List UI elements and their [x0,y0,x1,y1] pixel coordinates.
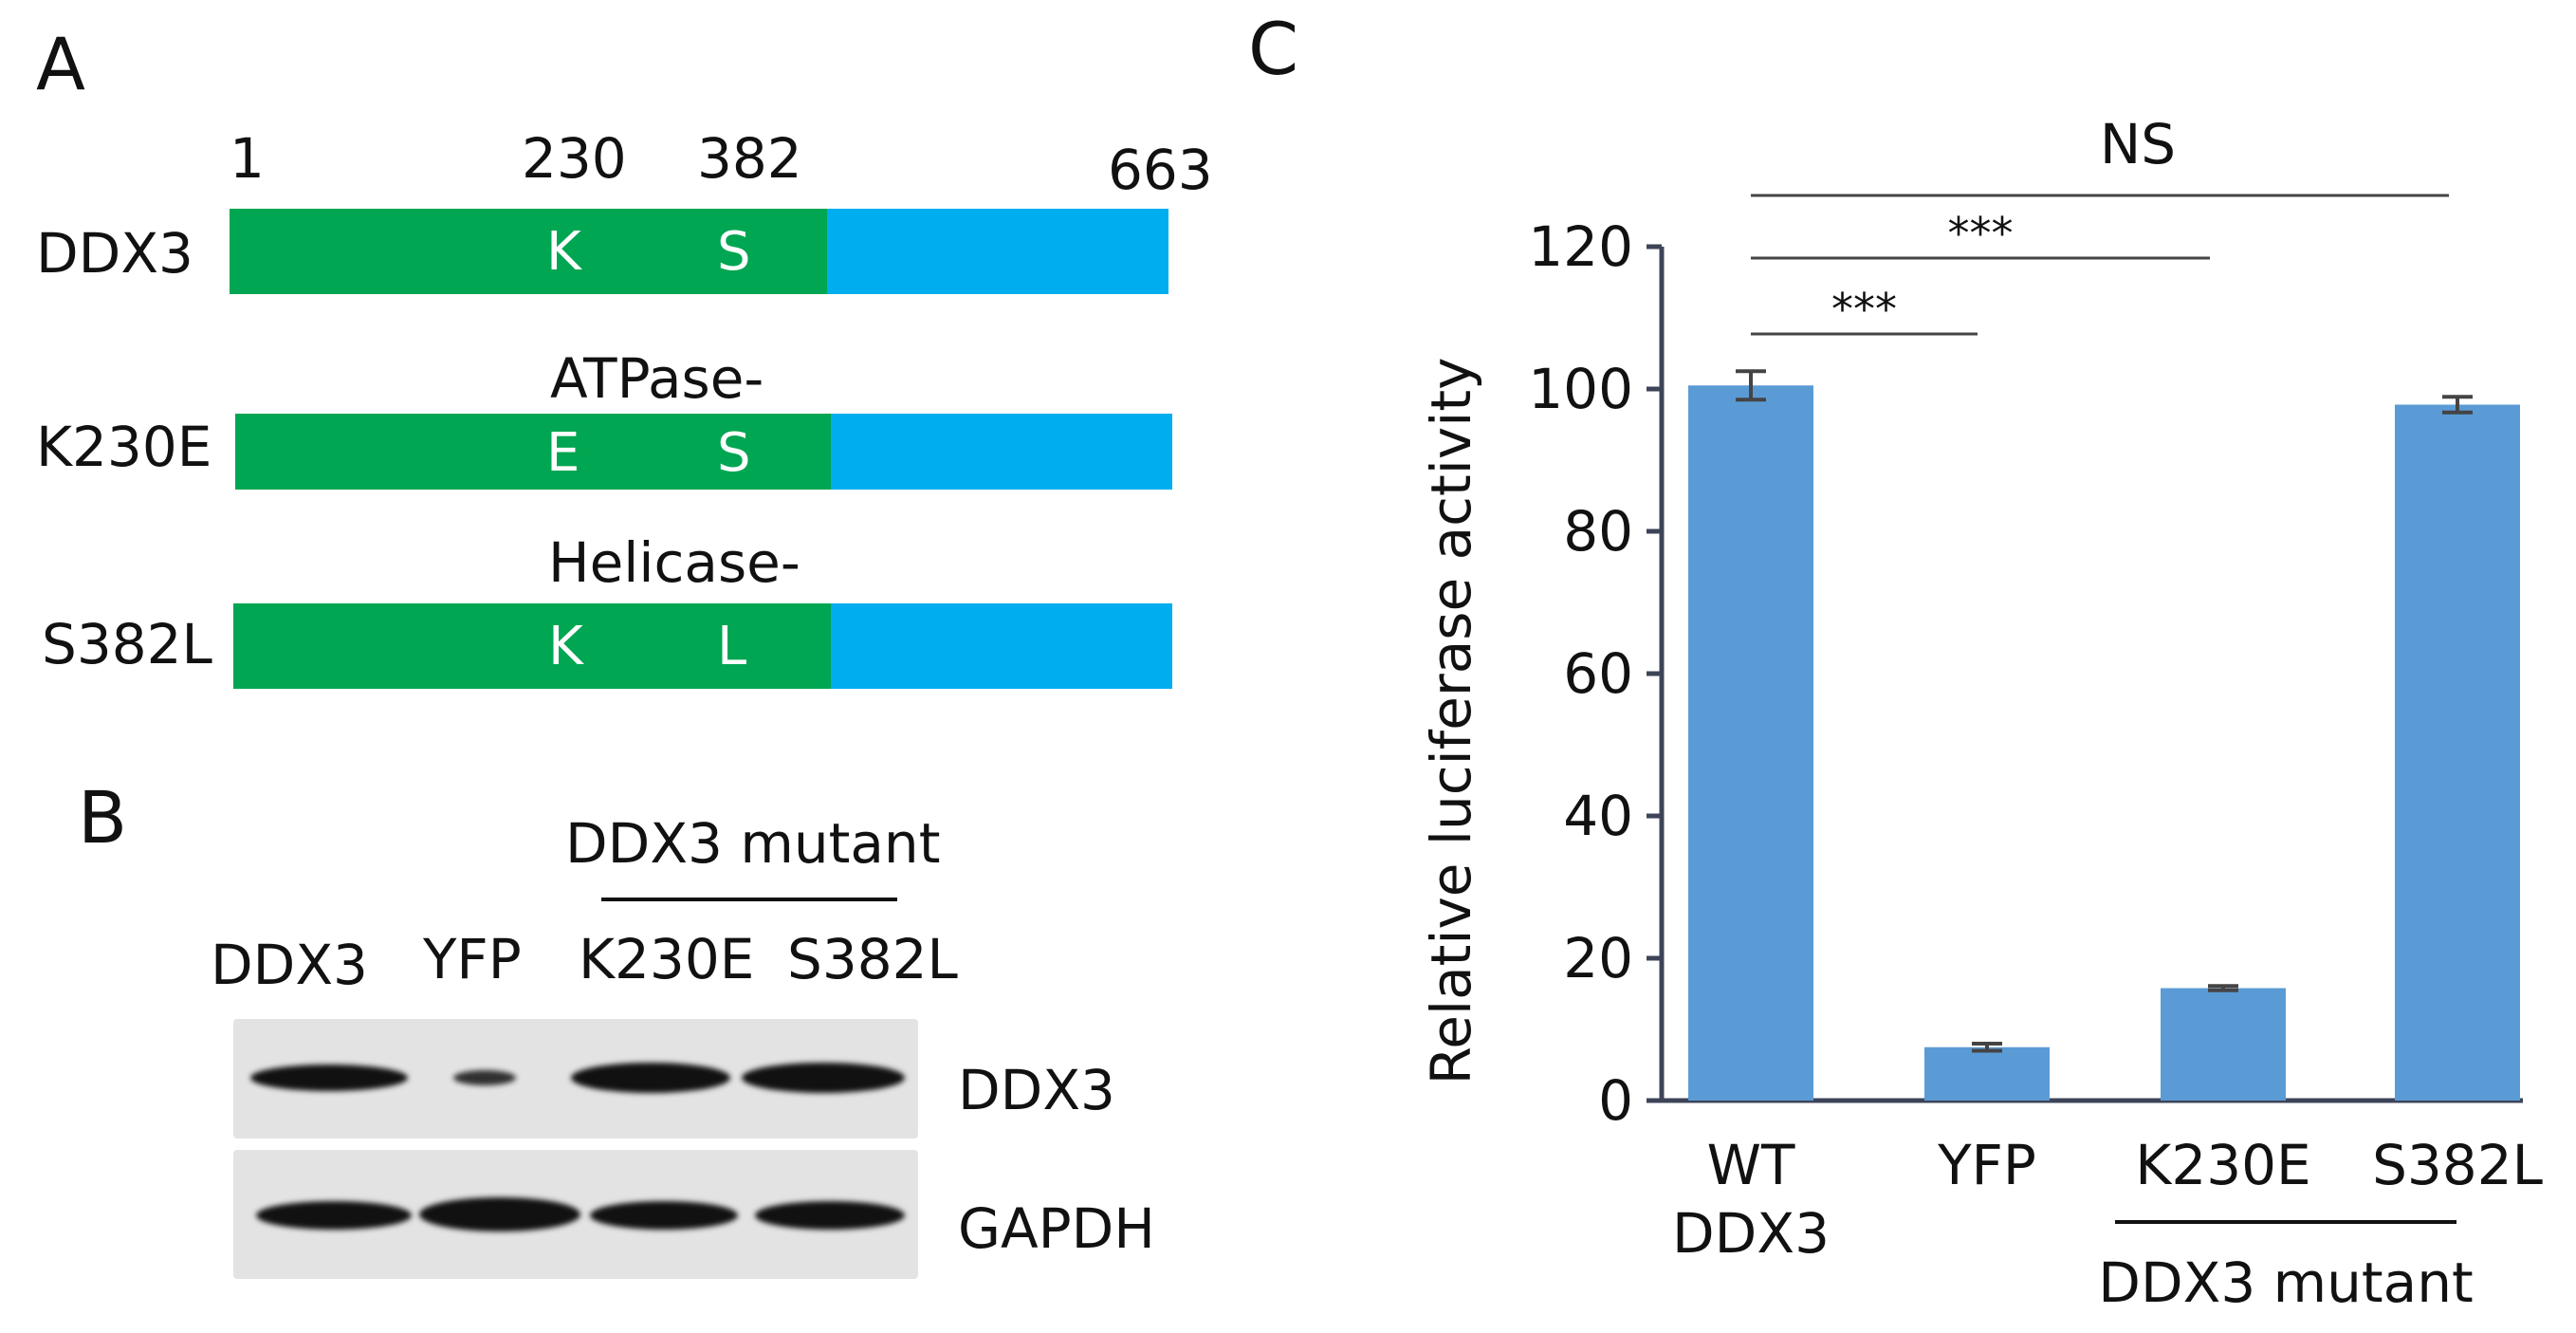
blot-label-ddx3: DDX3 [958,1058,1115,1122]
y-tick-label: 20 [1563,926,1633,990]
construct-k230e-residue-230: E [546,422,580,484]
y-tick-label: 0 [1598,1068,1633,1133]
bar [1924,1046,2050,1101]
x-tick-label: K230E [2135,1133,2310,1197]
panel-c-letter: C [1248,7,1299,91]
band [453,1070,516,1085]
lane-label-k230e: K230E [579,927,755,991]
y-tick-label: 40 [1563,784,1633,848]
construct-s382l-annotation: Helicase- [548,530,800,595]
blot-group-bracket [601,898,897,901]
bar [2395,404,2520,1101]
construct-k230e-annotation: ATPase- [550,346,764,411]
construct-s382l-helicase-domain [233,603,831,689]
position-663-label: 663 [1108,138,1213,202]
band [250,1065,408,1091]
construct-ddx3-c-terminal-domain [827,209,1168,294]
lane-label-yfp: YFP [423,927,522,991]
band [571,1063,730,1093]
band [256,1201,412,1230]
lane-label-ddx3: DDX3 [211,933,368,997]
blot-label-gapdh: GAPDH [958,1196,1155,1261]
construct-ddx3-residue-230: K [546,221,581,283]
panel-b-letter: B [78,775,128,860]
y-tick-label: 120 [1528,214,1633,279]
construct-s382l-c-terminal-domain [831,603,1172,689]
bar [1688,385,1813,1101]
x-tick-label: DDX3 [1672,1201,1830,1266]
significance-label: *** [1948,208,2014,259]
construct-s382l-residue-382: L [717,616,747,677]
band [742,1063,905,1093]
band [419,1197,580,1231]
construct-s382l-residue-230: K [548,616,583,677]
x-tick-label: S382L [2372,1133,2543,1197]
construct-ddx3-helicase-domain [230,209,827,294]
construct-k230e-c-terminal-domain [831,414,1172,490]
construct-ddx3-label: DDX3 [36,221,193,286]
x-tick-label: WT [1707,1133,1795,1197]
position-1-label: 1 [230,126,265,191]
construct-k230e-helicase-domain [235,414,831,490]
position-382-label: 382 [697,126,802,191]
band [590,1201,738,1230]
lane-label-s382l: S382L [787,927,958,991]
construct-k230e-residue-382: S [717,422,751,484]
y-tick-label: 60 [1563,641,1633,706]
y-tick-label: 100 [1528,357,1633,421]
blot-gapdh [233,1150,918,1279]
blot-ddx3 [233,1019,918,1139]
x-group-label: DDX3 mutant [2098,1250,2473,1315]
construct-k230e-label: K230E [36,415,212,479]
significance-label: *** [1831,284,1897,335]
x-tick-label: YFP [1937,1133,2036,1197]
blot-group-label: DDX3 mutant [565,811,941,876]
construct-s382l-label: S382L [42,612,212,676]
bar [2161,988,2286,1101]
significance-label: NS [2100,112,2176,176]
panel-a-letter: A [36,22,85,106]
construct-ddx3-residue-382: S [717,221,751,283]
y-axis-label: Relative luciferase activity [1419,358,1483,1085]
position-230-label: 230 [522,126,627,191]
y-tick-label: 80 [1563,499,1633,564]
band [755,1201,905,1230]
